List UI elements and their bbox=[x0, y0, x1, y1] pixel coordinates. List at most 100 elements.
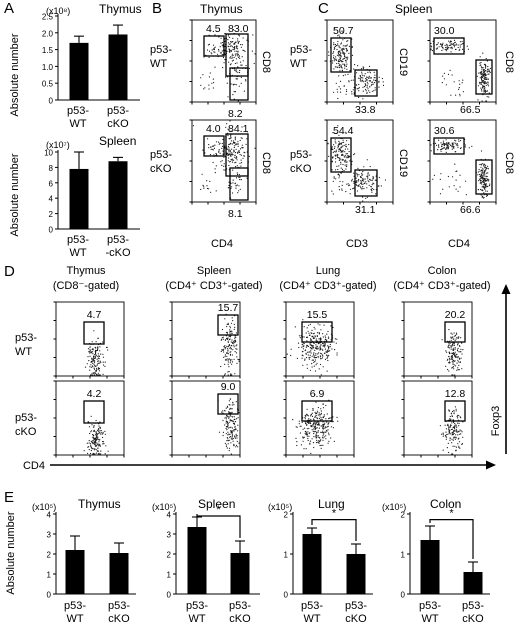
c-cd3-cd19-event-dot bbox=[335, 142, 337, 144]
c-cd4-cd8-event-dot bbox=[482, 190, 484, 192]
d-col-title-thymus: Thymus bbox=[66, 265, 106, 277]
d-spleen-event-dot bbox=[224, 373, 226, 375]
d-lung-event-dot bbox=[298, 335, 300, 337]
d-lung-event-dot bbox=[304, 359, 306, 361]
b-event-dot bbox=[229, 152, 231, 154]
e-spleen-ytick-label: 4 bbox=[167, 511, 172, 520]
d-thymus-event-dot bbox=[104, 453, 106, 455]
c-cd4-cd8-event-dot bbox=[481, 196, 483, 198]
d-colon-event-dot bbox=[458, 425, 460, 427]
c-cd3-cd19-event-dot bbox=[353, 154, 355, 156]
c-cd4-cd8-event-dot bbox=[436, 144, 438, 146]
d-lung-event-dot bbox=[313, 332, 315, 334]
d-spleen-event-dot bbox=[227, 340, 229, 342]
b-event-dot bbox=[229, 151, 231, 153]
c-cd4-cd8-event-dot bbox=[482, 75, 484, 77]
d-thymus-event-dot bbox=[98, 453, 100, 455]
d-spleen-event-dot bbox=[224, 424, 226, 426]
d-colon-event-dot bbox=[456, 416, 458, 418]
b-event-dot bbox=[236, 48, 239, 50]
b-event-dot bbox=[232, 140, 234, 142]
c-cd3-cd19-event-dot bbox=[338, 165, 340, 167]
d-lung-event-dot bbox=[307, 421, 309, 424]
d-thymus-event-dot bbox=[96, 349, 99, 351]
d-spleen-event-dot bbox=[229, 333, 231, 335]
d-thymus-gate-foxp3 bbox=[83, 321, 105, 345]
d-colon-event-dot bbox=[447, 442, 449, 444]
d-lung-event-dot bbox=[321, 357, 324, 359]
d-lung-event-dot bbox=[305, 332, 307, 334]
d-colon-event-dot bbox=[454, 354, 456, 356]
d-colon-event-dot bbox=[453, 409, 455, 412]
c-cd3-cd19-event-dot bbox=[339, 150, 342, 152]
b-event-dot bbox=[221, 41, 223, 44]
d-lung-event-dot bbox=[337, 420, 339, 422]
d-colon-event-dot bbox=[452, 362, 454, 364]
b-event-dot bbox=[238, 40, 240, 43]
b-event-dot bbox=[230, 154, 232, 156]
d-lung-event-dot bbox=[306, 408, 308, 410]
c-cd4-cd8-event-dot bbox=[482, 163, 484, 165]
d-spleen-event-dot bbox=[225, 407, 227, 409]
c-cd3-cd19-event-dot bbox=[368, 77, 370, 79]
c-cd3-cd19-event-dot bbox=[337, 91, 339, 93]
b-ylabel-cko: CD8 bbox=[260, 152, 272, 174]
c-cd3-cd19-event-dot bbox=[337, 60, 339, 63]
d-colon-event-dot bbox=[454, 430, 456, 432]
c-cd3-cd19-event-dot bbox=[347, 148, 349, 150]
d-spleen-event-dot bbox=[229, 414, 231, 416]
c-cd4-cd8-event-dot bbox=[455, 140, 457, 142]
c-cd3-cd19-event-dot bbox=[338, 186, 340, 188]
b-event-dot bbox=[220, 42, 222, 44]
c-cd4-cd8-event-dot bbox=[484, 185, 486, 188]
d-lung-event-dot bbox=[302, 344, 304, 346]
d-spleen-event-dot bbox=[227, 424, 229, 426]
c-cd3-cd19-event-dot bbox=[334, 146, 336, 148]
c-cd3-cd19-event-dot bbox=[366, 85, 368, 87]
d-lung-event-dot bbox=[311, 412, 313, 414]
a-thymus-ytick-label: 1.0 bbox=[42, 63, 54, 72]
b-event-dot bbox=[227, 152, 229, 154]
c-cd3-cd19-event-dot bbox=[340, 60, 342, 62]
d-spleen-event-dot bbox=[232, 342, 234, 344]
d-lung-event-dot bbox=[312, 337, 314, 339]
c-cd3-cd19-event-dot bbox=[333, 150, 335, 153]
c-cd3-cd19-event-dot bbox=[342, 60, 344, 63]
b-event-dot bbox=[244, 152, 246, 154]
c-cd3-cd19-event-dot bbox=[342, 181, 344, 183]
c-cd3-cd19-event-dot bbox=[342, 151, 344, 153]
c-cd4-cd8-event-dot bbox=[488, 96, 490, 98]
d-lung-event-dot bbox=[315, 437, 317, 439]
d-colon-event-dot bbox=[451, 422, 453, 424]
d-thymus-event-dot bbox=[96, 363, 99, 365]
b-event-dot bbox=[241, 44, 243, 46]
c-cd3-cd19-event-dot bbox=[349, 160, 351, 162]
d-colon-event-dot bbox=[445, 365, 447, 367]
d-lung-event-dot bbox=[322, 354, 324, 356]
b-gate-label-double-positive: 83.0 bbox=[228, 23, 249, 35]
c-cd4-cd8-event-dot bbox=[483, 81, 485, 83]
d-colon-event-dot bbox=[452, 439, 454, 441]
c-cd3-cd19-event-dot bbox=[346, 153, 348, 155]
d-lung-event-dot bbox=[315, 442, 318, 444]
d-lung-event-dot bbox=[328, 440, 330, 442]
c-cd3-cd19-gate-cd19 bbox=[330, 137, 352, 173]
b-event-dot bbox=[234, 53, 236, 55]
d-spleen-event-dot bbox=[228, 421, 230, 423]
c-cd3-cd19-event-dot bbox=[365, 78, 367, 80]
d-colon-event-dot bbox=[456, 362, 458, 364]
c-cd3-cd19-event-dot bbox=[353, 187, 355, 189]
c-cd3-cd19-event-dot bbox=[370, 179, 372, 181]
d-spleen-event-dot bbox=[222, 349, 224, 351]
d-colon-event-dot bbox=[448, 428, 450, 430]
d-lung-event-dot bbox=[320, 353, 323, 355]
a-spleen-xlabel-cko-1: p53- bbox=[107, 234, 129, 246]
d-lung-event-dot bbox=[308, 357, 310, 359]
b-event-dot bbox=[240, 179, 242, 181]
c-cd3-cd19-event-dot bbox=[347, 73, 349, 75]
b-event-dot bbox=[233, 48, 235, 51]
b-event-dot bbox=[223, 62, 225, 64]
b-title: Thymus bbox=[200, 2, 243, 16]
d-spleen-event-dot bbox=[225, 418, 227, 420]
d-thymus-event-dot bbox=[91, 350, 93, 353]
